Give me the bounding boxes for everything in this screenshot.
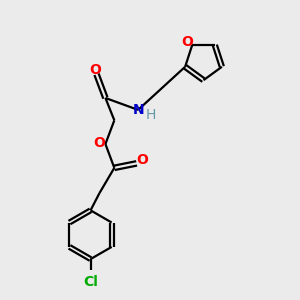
Text: O: O <box>89 63 101 77</box>
Text: O: O <box>136 153 148 167</box>
Text: N: N <box>132 103 144 117</box>
Text: Cl: Cl <box>83 275 98 290</box>
Text: O: O <box>181 35 193 49</box>
Text: O: O <box>93 136 105 150</box>
Text: H: H <box>146 108 156 122</box>
